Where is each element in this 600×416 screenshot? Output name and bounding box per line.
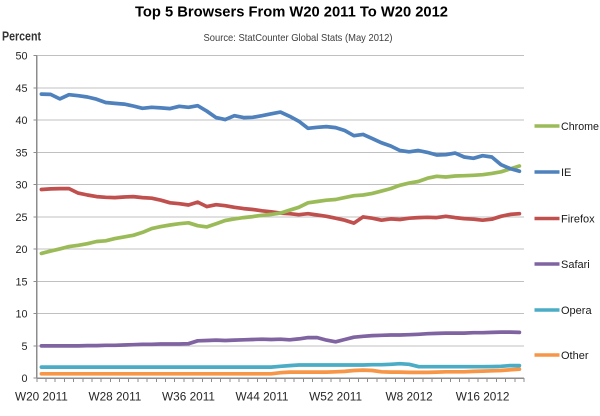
svg-text:W8 2012: W8 2012 <box>385 390 432 404</box>
svg-text:50: 50 <box>15 51 27 63</box>
svg-text:Percent: Percent <box>2 30 42 44</box>
svg-text:Firefox: Firefox <box>561 214 595 226</box>
svg-text:W16 2012: W16 2012 <box>456 390 510 404</box>
svg-text:Other: Other <box>561 350 589 362</box>
svg-text:Opera: Opera <box>561 305 592 317</box>
svg-text:W36 2011: W36 2011 <box>162 390 215 404</box>
svg-text:20: 20 <box>15 244 27 256</box>
svg-text:40: 40 <box>15 115 27 127</box>
svg-text:0: 0 <box>21 373 27 385</box>
svg-text:IE: IE <box>561 167 571 179</box>
svg-text:W20 2011: W20 2011 <box>15 390 68 404</box>
svg-text:W44 2011: W44 2011 <box>236 390 289 404</box>
svg-text:Source: StatCounter Global Sta: Source: StatCounter Global Stats (May 20… <box>204 33 393 44</box>
svg-text:15: 15 <box>15 276 27 288</box>
svg-text:W52 2011: W52 2011 <box>309 390 362 404</box>
svg-text:5: 5 <box>21 341 27 353</box>
svg-text:25: 25 <box>15 212 27 224</box>
svg-text:30: 30 <box>15 180 27 192</box>
svg-text:10: 10 <box>15 309 27 321</box>
svg-text:Chrome: Chrome <box>561 121 599 133</box>
svg-text:Safari: Safari <box>561 259 590 271</box>
svg-text:45: 45 <box>15 83 27 95</box>
svg-text:Top 5 Browsers From W20 2011 T: Top 5 Browsers From W20 2011 To W20 2012 <box>135 3 448 20</box>
svg-text:35: 35 <box>15 147 27 159</box>
svg-text:W28 2011: W28 2011 <box>88 390 141 404</box>
